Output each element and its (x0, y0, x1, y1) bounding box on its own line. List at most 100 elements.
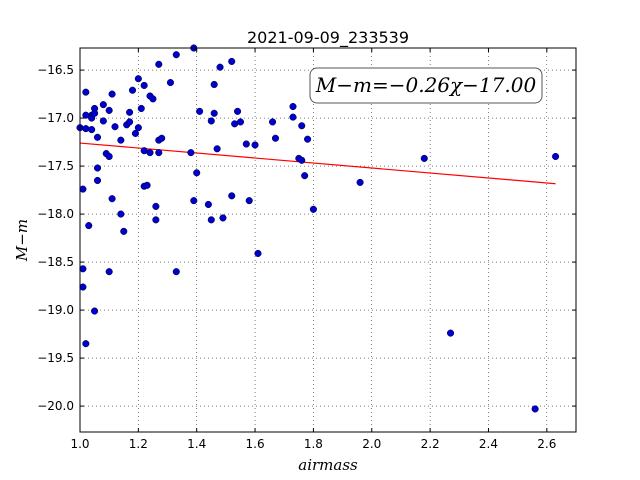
data-point (82, 340, 90, 348)
data-point (298, 156, 306, 164)
data-point (155, 60, 163, 68)
data-point (213, 145, 221, 153)
data-point (146, 149, 154, 157)
y-tick-label: −16.5 (37, 63, 74, 77)
data-point (269, 118, 277, 126)
data-point (149, 95, 157, 103)
y-tick-label: −18.5 (37, 255, 74, 269)
y-tick-label: −17.0 (37, 111, 74, 125)
data-point (420, 154, 428, 162)
x-tick-label: 1.2 (129, 437, 148, 451)
data-point (356, 178, 364, 186)
y-axis-ticks: −16.5 −17.0 −17.5 −18.0 −18.5 −19.0 −19.5 −20.0 (37, 63, 576, 413)
data-point (298, 122, 306, 130)
fit-annotation: M−m=−0.26χ−17.00 (309, 67, 543, 104)
data-point (204, 200, 212, 209)
x-tick-label: 2.6 (537, 437, 556, 451)
data-point (210, 80, 218, 89)
data-point (111, 123, 119, 131)
data-point (190, 197, 198, 205)
data-point (140, 81, 148, 89)
y-tick-label: −18.0 (37, 207, 74, 221)
data-point (137, 104, 145, 113)
data-point (254, 249, 262, 257)
data-point (93, 164, 102, 172)
annotation-box (309, 67, 543, 104)
x-axis-ticks: 1.0 1.2 1.4 1.6 1.8 2.0 2.2 2.4 2.6 (70, 48, 556, 451)
data-point (79, 283, 87, 291)
data-point (228, 192, 236, 200)
x-tick-label: 1.4 (187, 437, 206, 451)
data-point (309, 205, 317, 213)
plot-area-frame (79, 47, 577, 433)
data-point (234, 107, 242, 115)
data-point (93, 133, 102, 141)
data-point (271, 134, 280, 142)
chart-title: 2021-09-09_233539 (247, 28, 409, 48)
data-point (108, 90, 116, 98)
data-point (79, 185, 87, 193)
data-point (126, 118, 134, 126)
data-point (82, 88, 90, 96)
y-tick-label: −20.0 (37, 399, 74, 413)
x-tick-label: 1.8 (304, 437, 323, 451)
data-point (207, 216, 215, 224)
data-point (304, 135, 312, 143)
data-point (301, 172, 309, 180)
data-point (88, 126, 96, 134)
data-point (289, 103, 297, 111)
y-tick-label: −19.0 (37, 303, 74, 317)
data-point (289, 113, 297, 121)
data-point (172, 51, 180, 59)
data-point (531, 405, 539, 413)
data-point (99, 117, 107, 125)
data-point (166, 79, 174, 87)
data-point (236, 118, 245, 126)
data-point (207, 117, 215, 125)
data-point (99, 101, 107, 109)
data-point (143, 181, 151, 189)
data-point (79, 265, 87, 273)
data-point (152, 216, 160, 224)
data-point (228, 57, 236, 65)
data-point (126, 108, 134, 116)
data-point (242, 140, 250, 148)
y-tick-label: −17.5 (37, 159, 74, 173)
data-point (216, 63, 224, 71)
data-point (187, 149, 195, 157)
data-point (196, 107, 204, 115)
data-point (152, 202, 160, 210)
fit-equation: M−m=−0.26χ−17.00 (315, 73, 537, 97)
data-point (105, 152, 113, 161)
data-point (446, 329, 455, 337)
x-tick-label: 1.6 (246, 437, 265, 451)
data-point (134, 124, 142, 132)
data-point (193, 169, 201, 177)
data-point (210, 109, 218, 117)
data-point (91, 109, 99, 117)
data-point (552, 152, 560, 161)
data-point (82, 125, 90, 133)
data-points (76, 44, 560, 413)
data-point (172, 268, 180, 276)
y-tick-label: −19.5 (37, 351, 74, 365)
data-point (105, 106, 113, 114)
data-point (108, 195, 116, 203)
data-point (117, 210, 125, 218)
data-point (85, 222, 93, 230)
data-point (158, 134, 166, 142)
data-point (120, 227, 128, 235)
data-point (105, 268, 113, 276)
data-point (117, 136, 125, 144)
x-tick-label: 2.4 (479, 437, 498, 451)
data-point (128, 86, 137, 94)
data-point (93, 176, 102, 185)
y-axis-label: M−m (13, 219, 31, 262)
data-point (245, 197, 253, 205)
x-tick-label: 2.0 (362, 437, 381, 451)
x-axis-label: airmass (298, 456, 358, 474)
data-point (91, 307, 99, 315)
data-point (155, 149, 163, 157)
data-point (131, 129, 139, 137)
